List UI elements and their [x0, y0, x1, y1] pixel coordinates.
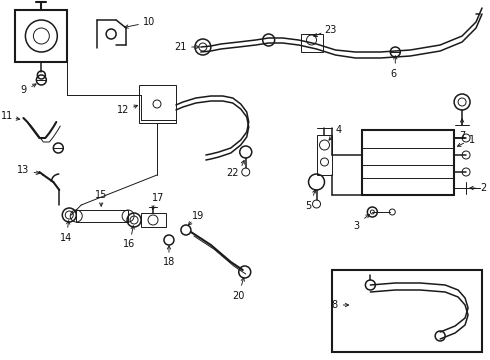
Text: 21: 21: [175, 42, 187, 52]
Text: 3: 3: [353, 221, 360, 231]
Text: 9: 9: [21, 85, 26, 95]
Text: 11: 11: [1, 111, 14, 121]
Bar: [363, 130, 454, 195]
Text: 13: 13: [17, 165, 29, 175]
Bar: [76, 210, 128, 222]
Bar: [317, 135, 333, 175]
Text: 20: 20: [233, 291, 245, 301]
Text: 10: 10: [143, 17, 155, 27]
Text: 7: 7: [459, 131, 465, 141]
Bar: [15, 10, 67, 62]
Text: 5: 5: [305, 201, 312, 211]
Bar: [300, 34, 322, 52]
Text: 4: 4: [335, 125, 342, 135]
Text: 1: 1: [469, 135, 475, 145]
Bar: [141, 213, 166, 227]
Text: 12: 12: [117, 105, 129, 115]
Bar: [139, 85, 176, 123]
Text: 18: 18: [163, 257, 175, 267]
Text: 6: 6: [390, 69, 396, 79]
Text: 8: 8: [331, 300, 338, 310]
Text: 19: 19: [192, 211, 204, 221]
Text: 14: 14: [60, 233, 73, 243]
Text: 17: 17: [152, 193, 164, 203]
Text: 23: 23: [324, 25, 337, 35]
Text: 2: 2: [480, 183, 486, 193]
Bar: [333, 270, 482, 352]
Text: 16: 16: [123, 239, 135, 249]
Text: 22: 22: [226, 168, 239, 178]
Text: 15: 15: [95, 190, 107, 200]
